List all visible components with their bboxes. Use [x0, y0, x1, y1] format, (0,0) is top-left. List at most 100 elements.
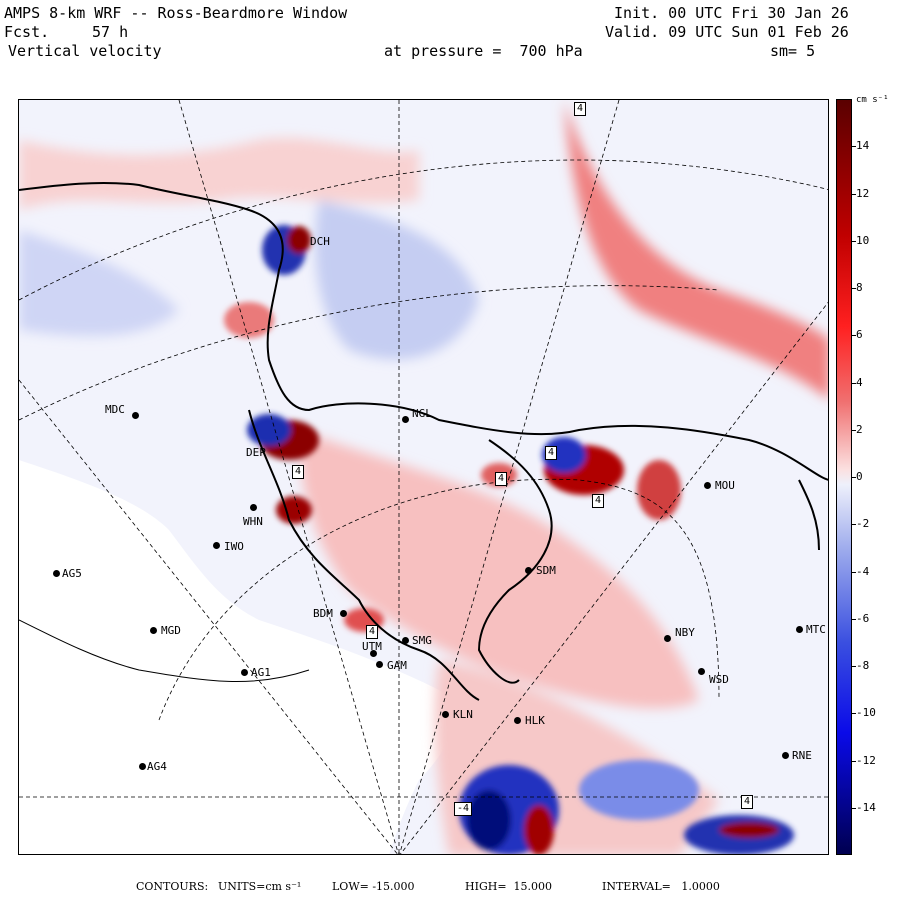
station-label: WSD [709, 673, 729, 686]
colorbar-tick-mark [852, 571, 856, 573]
map-title: AMPS 8-km WRF -- Ross-Beardmore Window [4, 4, 348, 22]
colorbar-tick-mark [852, 335, 856, 337]
station-label: WHN [243, 515, 263, 528]
contour-low: LOW= -15.000 [332, 880, 415, 893]
colorbar-tick-mark [852, 760, 856, 762]
init-time: Init. 00 UTC Fri 30 Jan 26 [614, 4, 849, 22]
station-label: AG5 [62, 567, 82, 580]
forecast-hour: 57 h [92, 23, 129, 41]
station-label: NGL [412, 407, 432, 420]
station-label: MTC [806, 623, 826, 636]
station-label: SDM [536, 564, 556, 577]
colorbar-tick-mark [852, 477, 856, 478]
contour-label: 4 [592, 494, 605, 508]
contour-label: 4 [292, 465, 305, 479]
station-label: MOU [715, 479, 735, 492]
colorbar-tick-mark [852, 429, 856, 431]
colorbar-tick-label: 10 [856, 233, 870, 247]
colorbar-tick-mark [852, 618, 856, 620]
station-label: AG4 [147, 760, 167, 773]
station-label: IWO [224, 540, 244, 553]
colorbar-tick-label: 14 [856, 139, 870, 153]
colorbar-tick-label: -14 [856, 800, 876, 814]
station-marker [376, 661, 383, 668]
station-label: MDC [105, 403, 125, 416]
contour-units: UNITS=cm s⁻¹ [218, 880, 302, 893]
station-marker [402, 416, 409, 423]
station-marker [525, 567, 532, 574]
station-marker [250, 504, 257, 511]
colorbar-tick-label: 2 [856, 422, 863, 436]
station-marker [241, 669, 248, 676]
vertical-velocity-map [18, 99, 829, 855]
station-marker [402, 637, 409, 644]
station-marker [139, 763, 146, 770]
ice-shelf-edge [19, 619, 310, 683]
colorbar-tick-mark [852, 524, 856, 526]
colorbar-tick-label: -10 [856, 706, 876, 720]
station-marker [796, 626, 803, 633]
colorbar-tick-label: 12 [856, 186, 870, 200]
strong-downdraft-cell [247, 414, 291, 446]
colorbar-tick-mark [852, 288, 856, 289]
field-name: Vertical velocity [8, 42, 162, 60]
station-label: DEP [246, 446, 266, 459]
station-marker [698, 668, 705, 675]
contour-label: 4 [741, 795, 754, 809]
smoothing-value: sm= 5 [770, 42, 816, 60]
colorbar-tick-label: -12 [856, 753, 876, 767]
station-label: GAM [387, 659, 407, 672]
station-marker [664, 635, 671, 642]
colorbar-tick-mark [852, 666, 856, 667]
forecast-label: Fcst. [4, 23, 50, 41]
colorbar-tick-mark [852, 146, 856, 148]
ross-ice-shelf-area [19, 460, 454, 854]
colorbar-tick-mark [852, 240, 856, 242]
negative-velocity-center [315, 200, 479, 360]
negative-velocity-west [19, 230, 179, 336]
colorbar-tick-label: -2 [856, 517, 870, 531]
colorbar-tick-label: 8 [856, 281, 863, 294]
station-label: NBY [675, 626, 695, 639]
station-marker [132, 412, 139, 419]
station-label: DCH [310, 235, 330, 248]
positive-velocity-ridge [564, 100, 828, 399]
contour-high: HIGH= 15.000 [465, 880, 553, 893]
colorbar-tick-mark [852, 713, 856, 715]
colorbar-tick-mark [852, 382, 856, 384]
colorbar-gradient [837, 100, 851, 854]
station-label: RNE [792, 749, 812, 762]
positive-velocity-north [19, 137, 419, 210]
colorbar-tick-label: -8 [856, 659, 870, 672]
station-marker [340, 610, 347, 617]
colorbar-tick-mark [852, 193, 856, 195]
station-marker [704, 482, 711, 489]
station-marker [370, 650, 377, 657]
station-label: AG1 [251, 666, 271, 679]
colorbar-tick-mark [852, 807, 856, 809]
station-marker [150, 627, 157, 634]
contour-label: 4 [366, 625, 379, 639]
station-marker [514, 717, 521, 724]
station-label: HLK [525, 714, 545, 727]
station-label: KLN [453, 708, 473, 721]
station-marker [213, 542, 220, 549]
colorbar-tick-label: -4 [856, 564, 870, 578]
contour-label: -4 [454, 802, 473, 816]
station-marker [782, 752, 789, 759]
colorbar [836, 99, 852, 855]
colorbar-units: cm s⁻¹ [856, 95, 889, 105]
station-label: UTM [362, 640, 382, 653]
station-marker [53, 570, 60, 577]
colorbar-tick-label: 0 [856, 470, 863, 483]
colorbar-tick-label: 4 [856, 375, 863, 389]
station-marker [442, 711, 449, 718]
contour-interval: INTERVAL= 1.0000 [602, 880, 720, 893]
coastline [19, 181, 828, 701]
colorbar-tick-label: -6 [856, 611, 870, 625]
map-canvas [19, 100, 828, 854]
station-label: SMG [412, 634, 432, 647]
colorbar-tick-label: 6 [856, 328, 863, 342]
station-label: BDM [313, 607, 333, 620]
contours-label: CONTOURS: [136, 880, 209, 893]
